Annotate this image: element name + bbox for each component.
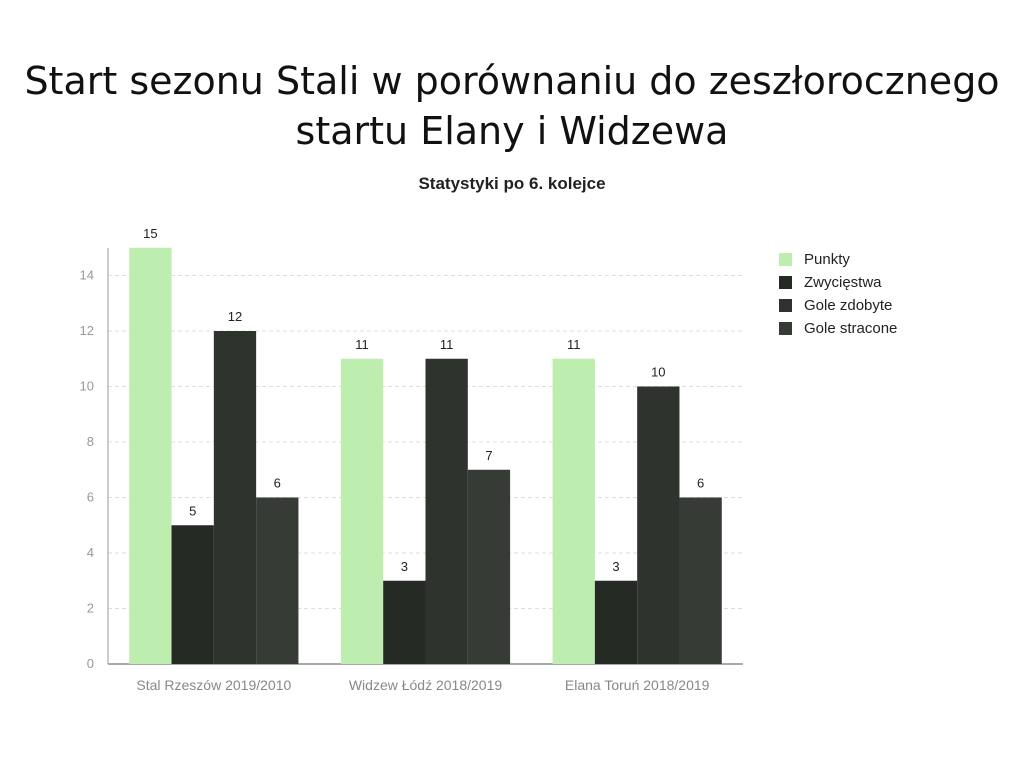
- data-label: 6: [697, 476, 704, 491]
- y-tick-label: 4: [87, 545, 94, 560]
- data-label: 10: [651, 365, 665, 380]
- legend-label: Gole stracone: [804, 320, 898, 337]
- legend-label: Punkty: [804, 251, 850, 268]
- bar: [467, 469, 511, 664]
- legend-swatch: [779, 276, 792, 289]
- legend-item: Gole zdobyte: [779, 294, 897, 317]
- bar: [129, 247, 172, 664]
- bar: [256, 497, 299, 664]
- data-label: 5: [189, 503, 196, 518]
- legend-swatch: [779, 299, 792, 312]
- x-tick-label: Elana Toruń 2018/2019: [565, 677, 710, 693]
- legend-item: Zwycięstwa: [779, 271, 897, 294]
- bar: [213, 331, 257, 664]
- data-label: 3: [612, 559, 619, 574]
- data-label: 12: [228, 309, 242, 324]
- data-label: 11: [567, 337, 581, 352]
- chart-title-line-1: Start sezonu Stali w porównaniu do zeszł…: [24, 59, 1000, 103]
- legend-label: Gole zdobyte: [804, 297, 893, 314]
- bar: [340, 358, 384, 664]
- bar: [679, 497, 722, 664]
- legend-swatch: [779, 253, 792, 266]
- bar: [552, 358, 595, 664]
- y-tick-label: 12: [80, 323, 94, 338]
- chart-subtitle: Statystyki po 6. kolejce: [418, 174, 606, 193]
- y-tick-label: 8: [87, 434, 94, 449]
- y-tick-label: 0: [87, 656, 94, 671]
- y-tick-label: 10: [80, 379, 94, 394]
- chart-title-line-2: startu Elany i Widzewa: [295, 109, 729, 153]
- y-tick-label: 6: [87, 490, 94, 505]
- chart-legend: Punkty Zwycięstwa Gole zdobyte Gole stracon…: [779, 248, 897, 340]
- x-tick-label: Stal Rzeszów 2019/2010: [136, 677, 291, 693]
- y-tick-label: 14: [80, 268, 94, 283]
- data-label: 11: [440, 337, 454, 352]
- y-tick-label: 2: [87, 601, 94, 616]
- legend-item: Gole stracone: [779, 317, 897, 340]
- data-label: 11: [355, 337, 369, 352]
- legend-swatch: [779, 322, 792, 335]
- chart-title: Start sezonu Stali w porównaniu do zeszł…: [0, 56, 1024, 156]
- legend-item: Punkty: [779, 248, 897, 271]
- legend-label: Zwycięstwa: [804, 274, 882, 291]
- data-label: 3: [401, 559, 408, 574]
- bar: [171, 525, 214, 664]
- data-label: 6: [274, 476, 281, 491]
- bar: [383, 580, 426, 664]
- x-tick-label: Widzew Łódź 2018/2019: [349, 677, 503, 693]
- bar: [637, 386, 680, 664]
- data-label: 15: [143, 226, 157, 241]
- bar: [594, 580, 638, 664]
- bar: [425, 358, 468, 664]
- data-label: 7: [485, 448, 492, 463]
